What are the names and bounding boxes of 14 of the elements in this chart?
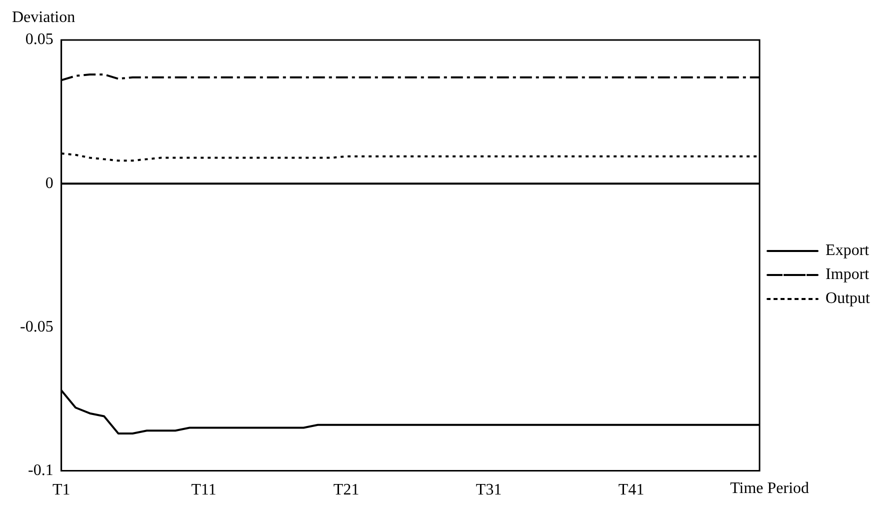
y-tick-label: 0 (45, 174, 54, 192)
x-tick-label: T31 (476, 482, 502, 499)
y-tick-label: -0.05 (20, 318, 54, 336)
x-axis-title: Time Period (730, 480, 810, 498)
legend-label: Export (826, 242, 870, 260)
y-axis-title: Deviation (12, 9, 76, 26)
x-tick-label: T21 (333, 482, 360, 499)
x-tick-label: T1 (52, 482, 70, 499)
y-tick-label: 0.05 (25, 31, 54, 48)
legend-label: Import (826, 266, 870, 284)
legend-label: Output (826, 290, 871, 308)
x-tick-label: T41 (618, 482, 644, 499)
y-tick-label: -0.1 (28, 462, 54, 480)
x-tick-label: T11 (191, 482, 216, 499)
